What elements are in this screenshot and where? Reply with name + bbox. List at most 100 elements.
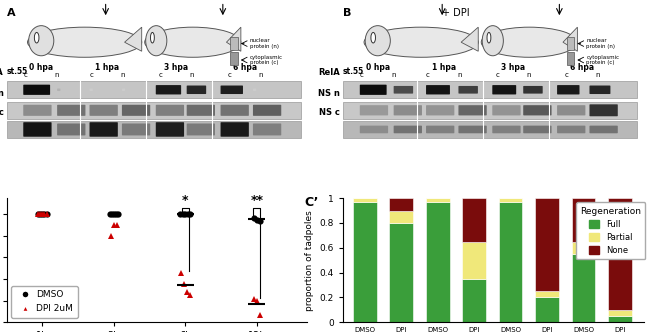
Bar — [571, 198, 595, 242]
FancyBboxPatch shape — [156, 122, 184, 137]
FancyBboxPatch shape — [122, 124, 150, 135]
FancyBboxPatch shape — [156, 105, 184, 116]
Bar — [353, 198, 377, 202]
Ellipse shape — [487, 33, 491, 43]
Text: RelA: RelA — [0, 68, 3, 77]
FancyBboxPatch shape — [557, 85, 580, 95]
Text: n: n — [120, 72, 125, 78]
Text: c: c — [90, 72, 94, 78]
Ellipse shape — [29, 26, 54, 56]
Bar — [353, 202, 377, 322]
FancyBboxPatch shape — [253, 124, 281, 135]
FancyBboxPatch shape — [23, 105, 51, 116]
Text: c: c — [23, 72, 27, 78]
FancyBboxPatch shape — [187, 86, 206, 94]
Text: cytoplasmic
protein (c): cytoplasmic protein (c) — [250, 54, 283, 65]
Text: n: n — [391, 72, 395, 78]
Bar — [389, 198, 413, 210]
FancyBboxPatch shape — [360, 125, 388, 133]
FancyBboxPatch shape — [220, 122, 249, 137]
Text: n: n — [457, 72, 462, 78]
FancyBboxPatch shape — [458, 86, 478, 94]
FancyBboxPatch shape — [23, 85, 50, 95]
Polygon shape — [226, 27, 241, 51]
Bar — [535, 297, 559, 322]
FancyBboxPatch shape — [492, 85, 516, 95]
FancyBboxPatch shape — [230, 37, 238, 50]
Bar — [571, 242, 595, 254]
Polygon shape — [125, 27, 142, 51]
Text: A: A — [6, 8, 15, 18]
Bar — [389, 223, 413, 322]
FancyBboxPatch shape — [567, 37, 575, 50]
Bar — [499, 198, 523, 202]
Text: NS n: NS n — [0, 89, 3, 98]
FancyBboxPatch shape — [394, 125, 422, 133]
Text: n: n — [526, 72, 530, 78]
Text: 3 hpa: 3 hpa — [500, 63, 525, 72]
FancyBboxPatch shape — [23, 122, 51, 137]
FancyBboxPatch shape — [492, 125, 521, 133]
Text: 6 hpa: 6 hpa — [570, 63, 594, 72]
Text: n: n — [190, 72, 194, 78]
FancyBboxPatch shape — [187, 124, 215, 135]
Bar — [499, 202, 523, 322]
FancyBboxPatch shape — [253, 105, 281, 116]
Text: cytoplasmic
protein (c): cytoplasmic protein (c) — [586, 54, 619, 65]
Text: 3 hpa: 3 hpa — [164, 63, 188, 72]
Y-axis label: proportion of tadpoles: proportion of tadpoles — [305, 210, 314, 310]
Text: c: c — [227, 72, 231, 78]
Text: NS n: NS n — [318, 89, 340, 98]
FancyBboxPatch shape — [90, 105, 118, 116]
Bar — [426, 198, 450, 202]
Text: st.55: st.55 — [6, 67, 28, 76]
FancyBboxPatch shape — [523, 125, 552, 133]
FancyBboxPatch shape — [122, 105, 150, 116]
Ellipse shape — [371, 33, 376, 43]
FancyBboxPatch shape — [458, 105, 487, 116]
FancyBboxPatch shape — [343, 121, 638, 138]
Text: c: c — [495, 72, 499, 78]
Text: NS c: NS c — [319, 108, 340, 117]
Text: 0 hpa: 0 hpa — [365, 63, 389, 72]
Text: c: c — [426, 72, 430, 78]
Bar — [389, 210, 413, 223]
Text: c: c — [360, 72, 364, 78]
Polygon shape — [461, 27, 478, 51]
Text: NS c: NS c — [0, 108, 3, 117]
Bar — [608, 198, 632, 310]
Bar — [462, 279, 486, 322]
FancyBboxPatch shape — [557, 125, 586, 133]
FancyBboxPatch shape — [458, 125, 487, 133]
Polygon shape — [563, 27, 577, 51]
Bar — [608, 310, 632, 316]
Text: st.55: st.55 — [343, 67, 364, 76]
FancyBboxPatch shape — [122, 89, 125, 91]
FancyBboxPatch shape — [220, 105, 249, 116]
Text: 1 hpa: 1 hpa — [432, 63, 456, 72]
Bar — [535, 198, 559, 291]
Bar — [462, 198, 486, 242]
FancyBboxPatch shape — [6, 102, 301, 119]
Legend: Full, Partial, None: Full, Partial, None — [576, 203, 645, 259]
FancyBboxPatch shape — [360, 85, 387, 95]
FancyBboxPatch shape — [426, 85, 450, 95]
Bar — [426, 202, 450, 322]
Text: RelA: RelA — [318, 68, 340, 77]
Text: C’: C’ — [304, 196, 318, 209]
FancyBboxPatch shape — [590, 104, 618, 116]
Text: 6 hpa: 6 hpa — [233, 63, 257, 72]
FancyBboxPatch shape — [394, 105, 422, 116]
FancyBboxPatch shape — [253, 89, 256, 91]
FancyBboxPatch shape — [6, 81, 301, 98]
Text: nuclear
protein (n): nuclear protein (n) — [586, 38, 616, 49]
FancyBboxPatch shape — [90, 122, 118, 137]
Ellipse shape — [364, 27, 478, 57]
Text: nuclear
protein (n): nuclear protein (n) — [250, 38, 279, 49]
FancyBboxPatch shape — [426, 105, 454, 116]
FancyBboxPatch shape — [187, 105, 215, 116]
Ellipse shape — [27, 27, 142, 57]
Text: 0 hpa: 0 hpa — [29, 63, 53, 72]
Ellipse shape — [482, 26, 503, 56]
Bar — [462, 242, 486, 279]
